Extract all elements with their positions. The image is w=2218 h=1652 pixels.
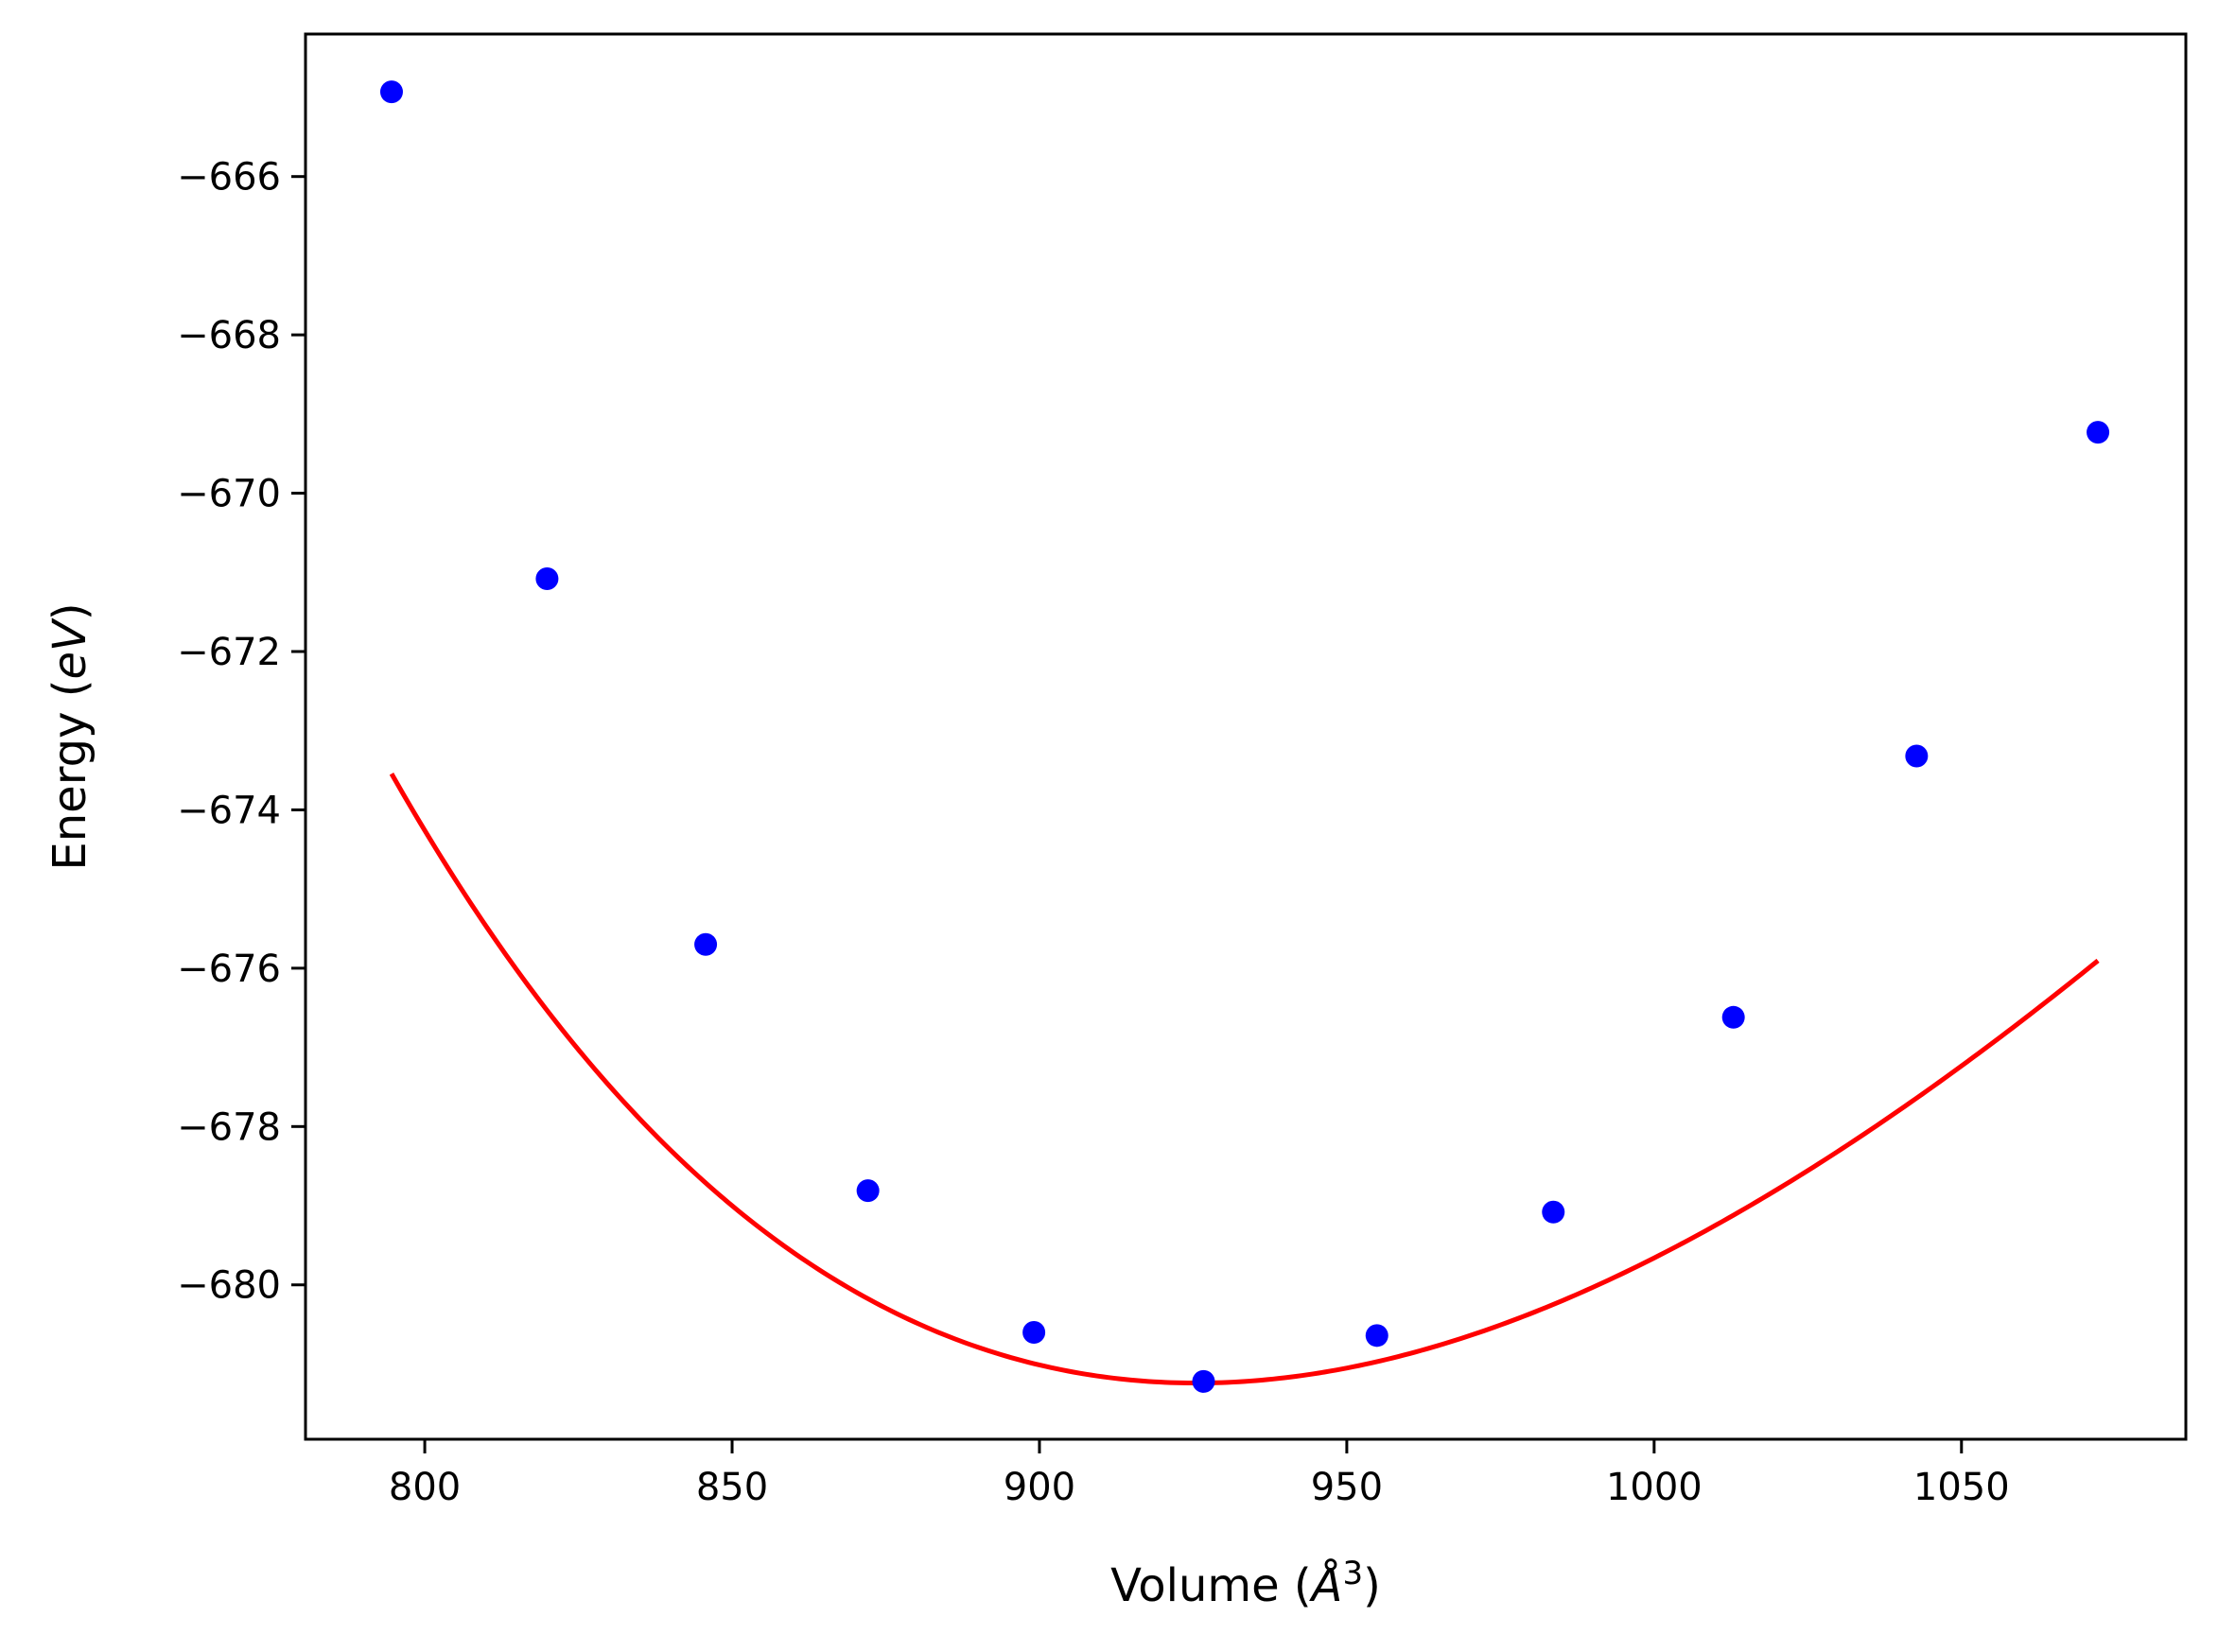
data-point — [1192, 1369, 1215, 1393]
y-tick-label: −680 — [177, 1264, 281, 1308]
data-point — [1022, 1320, 1046, 1344]
x-tick-label: 1050 — [1913, 1466, 2010, 1509]
data-point — [2087, 421, 2110, 444]
y-tick-label: −674 — [177, 789, 281, 832]
x-tick-label: 850 — [696, 1466, 768, 1509]
data-point — [856, 1179, 880, 1203]
x-tick-label: 1000 — [1606, 1466, 1703, 1509]
y-tick-label: −670 — [177, 473, 281, 516]
data-point — [1905, 744, 1929, 768]
x-tick-label: 800 — [389, 1466, 461, 1509]
y-tick-label: −668 — [177, 314, 281, 357]
data-point — [379, 80, 403, 104]
data-point — [535, 566, 559, 590]
fit-curve — [389, 772, 2100, 1386]
plot-area — [306, 34, 2186, 1439]
data-point — [1365, 1324, 1388, 1348]
x-tick-label: 900 — [1004, 1466, 1075, 1509]
data-point — [694, 932, 718, 956]
data-points — [379, 80, 2110, 1393]
data-point — [1721, 1005, 1745, 1029]
plot-frame — [304, 32, 2188, 1441]
y-axis: −666 −668 −670 −672 −674 −676 −678 −680 — [177, 156, 306, 1308]
y-tick-label: −666 — [177, 156, 281, 200]
y-tick-label: −676 — [177, 948, 281, 991]
y-axis-title: Energy (eV) — [44, 602, 96, 870]
y-tick-label: −672 — [177, 631, 281, 674]
x-axis: 800 850 900 950 1000 1050 — [389, 1439, 2010, 1509]
y-tick-label: −678 — [177, 1105, 281, 1149]
x-axis-title: Volume (Å3) — [1110, 1555, 1381, 1612]
data-point — [1542, 1200, 1565, 1224]
x-tick-label: 950 — [1311, 1466, 1383, 1509]
